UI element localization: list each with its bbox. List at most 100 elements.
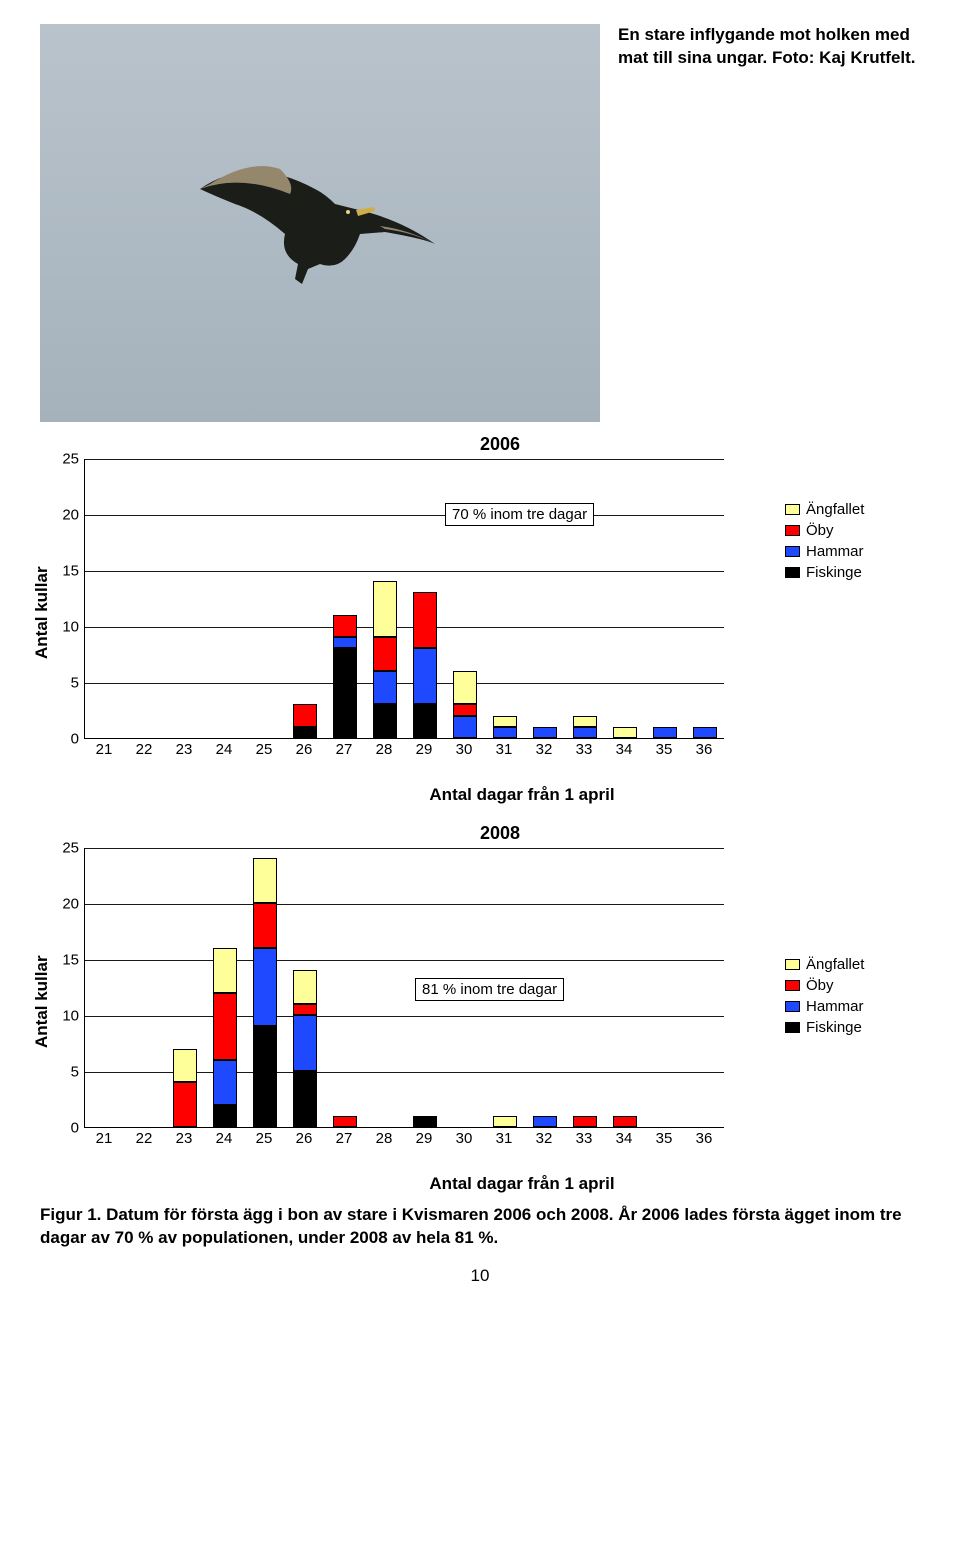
header-row: En stare inflygande mot holken med mat t… bbox=[40, 24, 920, 422]
bar-segment-oby bbox=[293, 704, 317, 726]
x-tick-label: 26 bbox=[296, 741, 313, 758]
photo-placeholder bbox=[40, 24, 600, 422]
x-tick-label: 31 bbox=[496, 1130, 513, 1147]
bar-segment-angfallet bbox=[453, 671, 477, 705]
bar-segment-oby bbox=[413, 592, 437, 648]
bar-segment-fiskinge bbox=[293, 727, 317, 738]
x-tick-label: 33 bbox=[576, 1130, 593, 1147]
y-tick-label: 20 bbox=[49, 896, 79, 913]
bar-segment-oby bbox=[333, 615, 357, 637]
bar-segment-hammar bbox=[453, 716, 477, 738]
bar-segment-fiskinge bbox=[413, 704, 437, 738]
x-tick-label: 26 bbox=[296, 1130, 313, 1147]
annotation-label: 70 % inom tre dagar bbox=[445, 503, 594, 526]
legend-swatch-icon bbox=[785, 1022, 800, 1033]
x-tick-label: 28 bbox=[376, 1130, 393, 1147]
bar-segment-fiskinge bbox=[253, 1026, 277, 1127]
x-tick-label: 23 bbox=[176, 741, 193, 758]
y-tick-label: 5 bbox=[49, 1064, 79, 1081]
grid-line bbox=[85, 848, 724, 849]
legend-swatch-icon bbox=[785, 567, 800, 578]
bar-segment-oby bbox=[573, 1116, 597, 1127]
bar-segment-hammar bbox=[413, 648, 437, 704]
bar-segment-hammar bbox=[693, 727, 717, 738]
bar-segment-hammar bbox=[293, 1015, 317, 1071]
legend-swatch-icon bbox=[785, 504, 800, 515]
chart-2006: 2006 Antal kullar 0510152025 70 % inom t… bbox=[40, 434, 920, 805]
bar-segment-fiskinge bbox=[293, 1071, 317, 1127]
x-tick-label: 24 bbox=[216, 1130, 233, 1147]
x-tick-label: 25 bbox=[256, 741, 273, 758]
page-number: 10 bbox=[40, 1266, 920, 1286]
legend: Ängfallet Öby Hammar Fiskinge bbox=[785, 501, 864, 585]
bar-segment-fiskinge bbox=[373, 704, 397, 738]
bar-segment-angfallet bbox=[293, 970, 317, 1004]
bar-segment-angfallet bbox=[173, 1049, 197, 1083]
bar-segment-hammar bbox=[573, 727, 597, 738]
legend-item: Hammar bbox=[785, 998, 864, 1015]
y-tick-label: 5 bbox=[49, 675, 79, 692]
x-tick-label: 29 bbox=[416, 1130, 433, 1147]
y-tick-label: 25 bbox=[49, 451, 79, 468]
bar-segment-oby bbox=[453, 704, 477, 715]
bar-segment-oby bbox=[373, 637, 397, 671]
legend-item: Ängfallet bbox=[785, 956, 864, 973]
grid-line bbox=[85, 515, 724, 516]
y-tick-label: 10 bbox=[49, 619, 79, 636]
legend-item: Fiskinge bbox=[785, 564, 864, 581]
grid-line bbox=[85, 1016, 724, 1017]
bar-segment-hammar bbox=[533, 1116, 557, 1127]
legend-label: Ängfallet bbox=[806, 501, 864, 518]
x-tick-label: 22 bbox=[136, 741, 153, 758]
x-tick-label: 24 bbox=[216, 741, 233, 758]
legend-item: Öby bbox=[785, 977, 864, 994]
x-tick-label: 33 bbox=[576, 741, 593, 758]
x-tick-label: 27 bbox=[336, 741, 353, 758]
legend-item: Fiskinge bbox=[785, 1019, 864, 1036]
legend-item: Ängfallet bbox=[785, 501, 864, 518]
x-tick-label: 31 bbox=[496, 741, 513, 758]
bar-segment-oby bbox=[213, 993, 237, 1060]
y-tick-label: 10 bbox=[49, 1008, 79, 1025]
x-tick-label: 32 bbox=[536, 1130, 553, 1147]
legend-item: Öby bbox=[785, 522, 864, 539]
plot-area: 0510152025 81 % inom tre dagarÄngfalletÖ… bbox=[84, 848, 724, 1128]
bar-segment-angfallet bbox=[493, 716, 517, 727]
figure-caption: Figur 1. Datum för första ägg i bon av s… bbox=[40, 1204, 920, 1250]
y-tick-label: 15 bbox=[49, 563, 79, 580]
legend-label: Fiskinge bbox=[806, 1019, 862, 1036]
x-tick-label: 36 bbox=[696, 741, 713, 758]
x-tick-label: 25 bbox=[256, 1130, 273, 1147]
grid-line bbox=[85, 571, 724, 572]
x-axis-label: Antal dagar från 1 april bbox=[124, 785, 920, 805]
chart-2008: 2008 Antal kullar 0510152025 81 % inom t… bbox=[40, 823, 920, 1194]
bar-segment-fiskinge bbox=[413, 1116, 437, 1127]
bar-segment-hammar bbox=[253, 948, 277, 1026]
x-tick-label: 35 bbox=[656, 1130, 673, 1147]
legend-swatch-icon bbox=[785, 959, 800, 970]
x-tick-label: 27 bbox=[336, 1130, 353, 1147]
grid-line bbox=[85, 627, 724, 628]
legend-label: Hammar bbox=[806, 998, 864, 1015]
chart-title: 2006 bbox=[80, 434, 920, 455]
bar-segment-hammar bbox=[373, 671, 397, 705]
legend-label: Ängfallet bbox=[806, 956, 864, 973]
bar-segment-oby bbox=[613, 1116, 637, 1127]
x-tick-label: 21 bbox=[96, 1130, 113, 1147]
bar-segment-oby bbox=[173, 1082, 197, 1127]
legend-swatch-icon bbox=[785, 980, 800, 991]
bar-segment-hammar bbox=[653, 727, 677, 738]
annotation-label: 81 % inom tre dagar bbox=[415, 978, 564, 1001]
legend-label: Öby bbox=[806, 977, 834, 994]
x-tick-label: 30 bbox=[456, 1130, 473, 1147]
x-tick-label: 21 bbox=[96, 741, 113, 758]
bar-segment-angfallet bbox=[573, 716, 597, 727]
plot-area: 0510152025 70 % inom tre dagarÄngfalletÖ… bbox=[84, 459, 724, 739]
legend-swatch-icon bbox=[785, 525, 800, 536]
grid-line bbox=[85, 683, 724, 684]
bar-segment-fiskinge bbox=[213, 1105, 237, 1127]
chart-title: 2008 bbox=[80, 823, 920, 844]
bar-segment-oby bbox=[333, 1116, 357, 1127]
x-tick-label: 36 bbox=[696, 1130, 713, 1147]
legend-label: Hammar bbox=[806, 543, 864, 560]
